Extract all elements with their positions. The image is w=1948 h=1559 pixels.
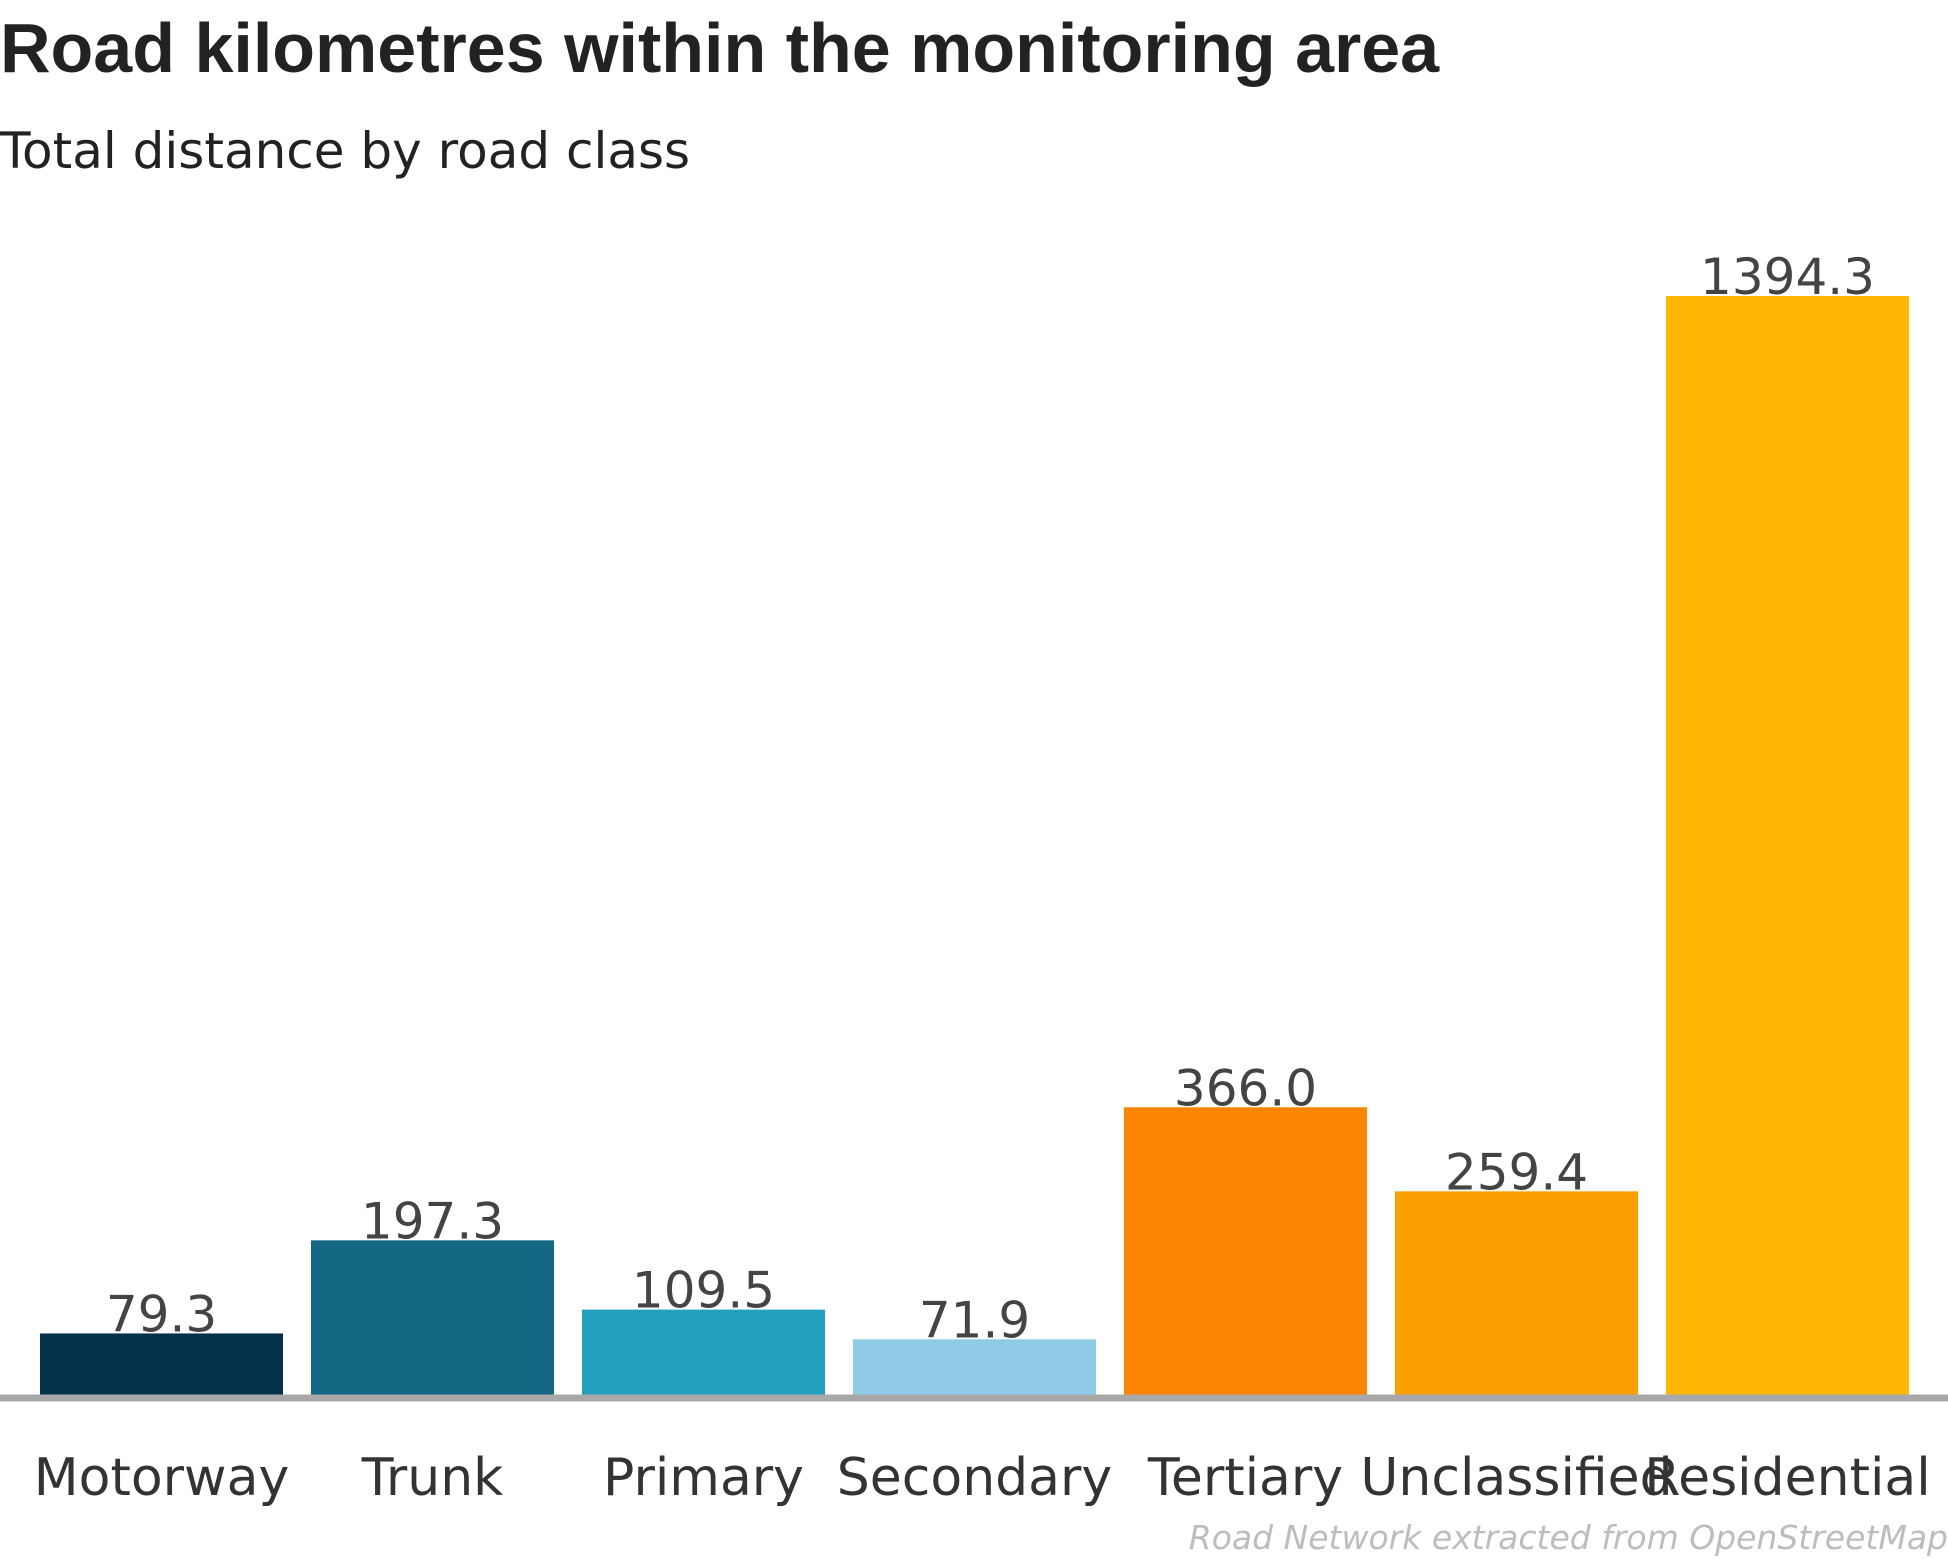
value-label-residential: 1394.3 [1700,248,1875,306]
value-label-trunk: 197.3 [361,1192,504,1250]
bars-group [40,296,1909,1396]
x-tick-label-primary: Primary [603,1448,804,1508]
bar-residential [1666,296,1909,1396]
x-tick-label-residential: Residential [1644,1448,1930,1508]
bar-trunk [311,1240,554,1396]
x-tick-label-secondary: Secondary [837,1448,1112,1508]
bar-motorway [40,1333,283,1396]
value-label-primary: 109.5 [632,1262,775,1320]
value-labels-group: 79.3 197.3 109.5 71.9 366.0 259.4 1394.3 [106,248,1875,1349]
x-tick-labels-group: Motorway Trunk Primary Secondary Tertiary Unc… [34,1448,1931,1508]
value-label-motorway: 79.3 [106,1285,217,1343]
chart-subtitle: Total distance by road class [0,122,691,180]
value-label-unclassified: 259.4 [1445,1143,1588,1201]
x-tick-label-motorway: Motorway [34,1448,289,1508]
bar-secondary [853,1339,1096,1396]
bar-tertiary [1124,1107,1367,1396]
bar-primary [582,1309,825,1396]
x-tick-label-tertiary: Tertiary [1147,1448,1343,1508]
x-tick-label-trunk: Trunk [361,1448,504,1508]
bar-unclassified [1395,1191,1638,1396]
value-label-tertiary: 366.0 [1174,1059,1317,1117]
source-caption: Road Network extracted from OpenStreetMa… [1188,1518,1948,1557]
x-tick-label-unclassified: Unclassified [1360,1448,1672,1508]
value-label-secondary: 71.9 [919,1291,1030,1349]
chart-title: Road kilometres within the monitoring ar… [0,9,1440,87]
